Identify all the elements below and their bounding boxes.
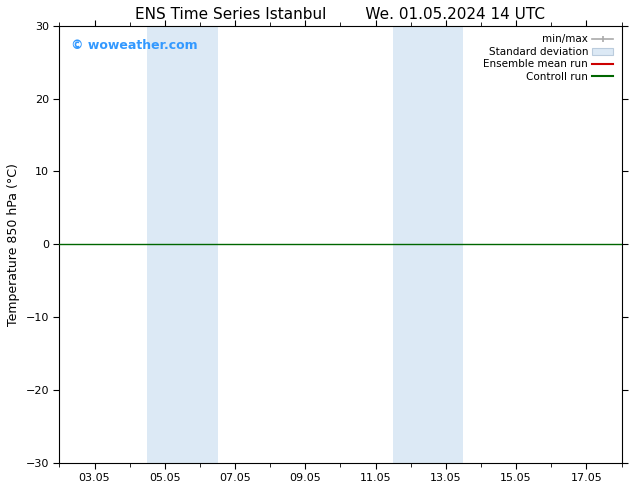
Legend: min/max, Standard deviation, Ensemble mean run, Controll run: min/max, Standard deviation, Ensemble me… <box>481 31 616 85</box>
Bar <box>147 26 217 463</box>
Y-axis label: Temperature 850 hPa (°C): Temperature 850 hPa (°C) <box>7 163 20 326</box>
Text: © woweather.com: © woweather.com <box>70 39 197 52</box>
Title: ENS Time Series Istanbul        We. 01.05.2024 14 UTC: ENS Time Series Istanbul We. 01.05.2024 … <box>136 7 545 22</box>
Bar <box>393 26 463 463</box>
